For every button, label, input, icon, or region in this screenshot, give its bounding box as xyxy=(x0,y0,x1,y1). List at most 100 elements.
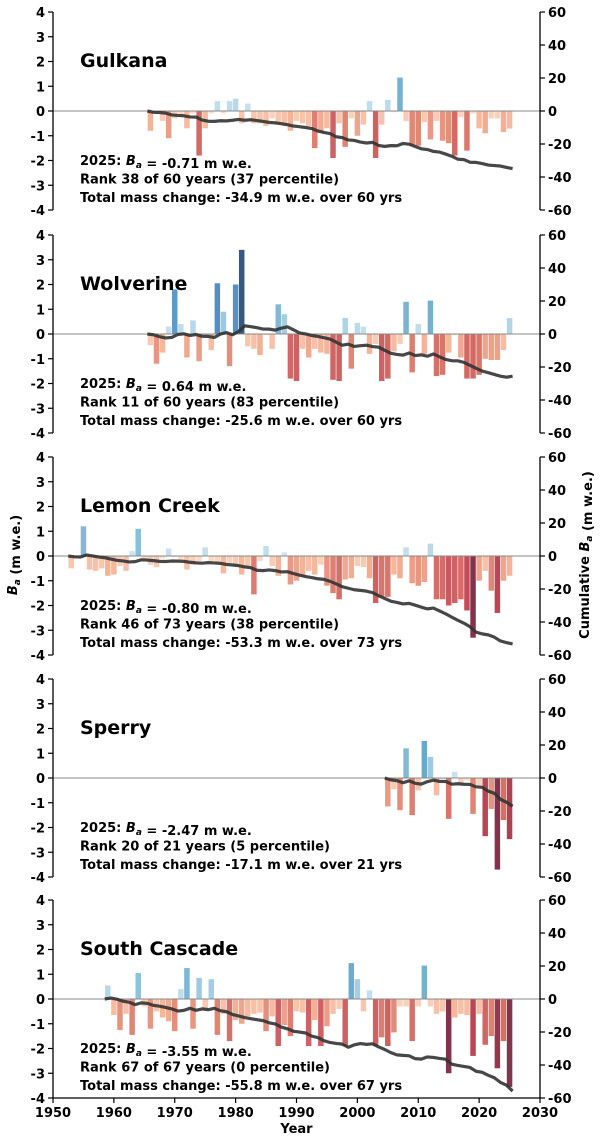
subscript-a: a xyxy=(136,161,142,171)
x-axis-label: Year xyxy=(279,1122,313,1137)
bar-1994 xyxy=(318,334,324,353)
bar-1975 xyxy=(202,547,208,556)
bar-2014 xyxy=(439,334,446,375)
bar-2010 xyxy=(415,999,421,1007)
bar-2009 xyxy=(409,778,415,816)
bar-1959 xyxy=(105,556,111,576)
bar-2025 xyxy=(506,111,513,129)
annotation-line: 2025: Ba = -3.55 m w.e. xyxy=(80,1042,252,1060)
annotation-line: Rank 67 of 67 years (0 percentile) xyxy=(80,1061,330,1076)
bar-1999 xyxy=(348,556,355,579)
bar-1987 xyxy=(275,304,281,334)
bar-1966 xyxy=(147,334,154,346)
annotation-line: Total mass change: -34.9 m w.e. over 60 … xyxy=(80,191,402,206)
y-right-tick-label: -40 xyxy=(548,1059,572,1074)
annotation-line: 2025: Ba = -2.47 m w.e. xyxy=(80,821,252,839)
bar-1988 xyxy=(281,552,288,556)
bar-1998 xyxy=(342,317,348,334)
x-tick-label: 2030 xyxy=(522,1106,558,1121)
y-right-tick-label: 40 xyxy=(548,262,566,277)
bar-1992 xyxy=(305,334,312,358)
y-tick-label: -2 xyxy=(31,155,45,170)
subscript-a: a xyxy=(136,606,142,616)
bar-2014 xyxy=(439,778,446,780)
bar-1955 xyxy=(80,526,87,556)
bar-1983 xyxy=(251,556,257,595)
bar-1987 xyxy=(275,999,281,1047)
text-part: = -3.55 m w.e. xyxy=(142,1045,252,1060)
bar-2015 xyxy=(445,334,452,353)
bar-1968 xyxy=(159,111,166,121)
bar-2011 xyxy=(421,334,428,354)
bar-1997 xyxy=(336,556,342,600)
bar-2024 xyxy=(500,334,507,351)
y-tick-label: 1 xyxy=(36,525,45,540)
bar-1976 xyxy=(208,979,215,999)
panel-lemon-creek: -4 -3 -2 -1 0 1 2 3 4 -60 -40 -20 0 20 40 60 Lemon Creek… xyxy=(31,451,572,664)
bar-1998 xyxy=(342,111,348,147)
bar-2013 xyxy=(433,999,440,1014)
bar-1974 xyxy=(196,111,202,156)
subscript-a: a xyxy=(136,1049,142,1059)
x-tick-label: 2020 xyxy=(461,1106,497,1121)
bar-2023 xyxy=(494,999,501,1069)
cumulative-line xyxy=(384,776,514,808)
bar-1986 xyxy=(269,111,275,119)
bar-2001 xyxy=(360,556,367,568)
bar-1995 xyxy=(324,111,330,129)
panel-title: Lemon Creek xyxy=(80,495,220,517)
bar-2012 xyxy=(427,300,434,334)
bar-1988 xyxy=(281,314,288,334)
bar-1969 xyxy=(165,326,172,334)
y-right-tick-label: -20 xyxy=(548,805,572,820)
text-part: = -0.80 m w.e. xyxy=(142,602,252,617)
bar-1980 xyxy=(232,284,239,334)
bar-2018 xyxy=(464,334,470,379)
bar-2012 xyxy=(427,756,434,778)
annotation-line: 2025: Ba = 0.64 m w.e. xyxy=(80,377,246,395)
bar-2021 xyxy=(482,334,488,359)
bar-1997 xyxy=(336,999,342,1009)
bar-2017 xyxy=(458,334,464,358)
bar-1989 xyxy=(287,334,294,379)
bar-2001 xyxy=(360,111,367,125)
bar-1977 xyxy=(214,556,221,563)
bar-1974 xyxy=(196,977,202,999)
bar-1970 xyxy=(172,556,178,558)
y-right-tick-label: -60 xyxy=(548,1092,572,1107)
bar-1985 xyxy=(263,111,269,126)
cumulative-line xyxy=(68,553,513,646)
bar-1999 xyxy=(348,334,355,369)
y-tick-label: -4 xyxy=(31,649,45,664)
bar-1980 xyxy=(232,98,239,111)
bar-1985 xyxy=(263,546,269,556)
symbol-b: B xyxy=(126,1042,136,1057)
symbol-b: B xyxy=(578,542,593,552)
bar-1980 xyxy=(232,999,239,1021)
y-tick-label: 0 xyxy=(36,105,45,120)
bar-1962 xyxy=(123,556,129,571)
bar-1957 xyxy=(92,556,99,571)
bar-1972 xyxy=(184,111,190,129)
bar-2003 xyxy=(372,334,379,344)
y-tick-label: 2 xyxy=(36,279,45,294)
y-tick-label: 3 xyxy=(36,476,45,491)
bar-2025 xyxy=(506,778,513,840)
bar-2021 xyxy=(482,778,488,837)
bar-1983 xyxy=(251,334,257,349)
bar-1961 xyxy=(117,999,123,1030)
y-tick-label: 1 xyxy=(36,80,45,95)
bar-1963 xyxy=(129,551,135,556)
bar-1985 xyxy=(263,334,269,336)
bar-2011 xyxy=(421,740,428,778)
bar-2006 xyxy=(391,999,397,1033)
bar-2021 xyxy=(482,556,488,571)
y-right-tick-label: 20 xyxy=(548,72,566,87)
y-right-tick-label: 20 xyxy=(548,517,566,532)
x-tick-label: 2010 xyxy=(400,1106,436,1121)
text-part: = -0.71 m w.e. xyxy=(142,157,252,172)
bar-2011 xyxy=(421,111,428,123)
cumulative-line xyxy=(147,324,513,379)
y-tick-label: 3 xyxy=(36,254,45,269)
